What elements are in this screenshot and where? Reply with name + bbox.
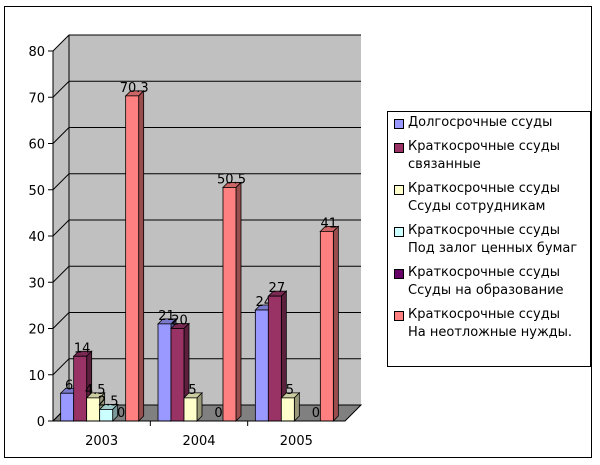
y-tick-label: 20 bbox=[28, 323, 45, 338]
data-label: 5 bbox=[286, 383, 294, 398]
legend-label: Краткосрочные ссуды связанные bbox=[408, 139, 560, 172]
bar-side bbox=[196, 391, 203, 422]
data-label: 27 bbox=[269, 281, 286, 296]
bar bbox=[319, 230, 334, 422]
plot-wall bbox=[53, 35, 361, 421]
bar bbox=[60, 392, 75, 422]
bar-side bbox=[293, 391, 300, 422]
x-tick-label: 2003 bbox=[85, 434, 118, 449]
legend-item: Краткосрочные ссуды Под залог ценных бум… bbox=[392, 222, 590, 258]
bar bbox=[183, 397, 198, 422]
legend-swatch bbox=[394, 185, 404, 195]
legend-swatch bbox=[394, 143, 404, 153]
bar-side bbox=[235, 181, 242, 422]
bar bbox=[222, 187, 237, 422]
data-label: 21 bbox=[158, 309, 175, 324]
legend-label: Краткосрочные ссуды Ссуды на образование bbox=[408, 265, 564, 298]
chart-legend: Долгосрочные ссуды Краткосрочные ссуды св… bbox=[387, 111, 591, 367]
data-label: 0 bbox=[312, 406, 320, 421]
y-tick-label: 10 bbox=[28, 369, 45, 384]
legend-item: Краткосрочные ссуды На неотложные нужды. bbox=[392, 306, 590, 342]
y-tick-label: 80 bbox=[28, 45, 45, 60]
y-tick-label: 50 bbox=[28, 184, 45, 199]
legend-swatch bbox=[394, 269, 404, 279]
y-tick-label: 30 bbox=[28, 276, 45, 291]
legend-item: Краткосрочные ссуды Ссуды сотрудникам bbox=[392, 180, 590, 216]
legend-swatch bbox=[394, 119, 404, 129]
y-tick-label: 0 bbox=[37, 415, 45, 430]
data-label: 70.3 bbox=[120, 81, 149, 96]
legend-label: Долгосрочные ссуды bbox=[408, 115, 553, 130]
y-tick-label: 60 bbox=[28, 138, 45, 153]
legend-item: Краткосрочные ссуды связанные bbox=[392, 138, 590, 174]
legend-item: Долгосрочные ссуды bbox=[392, 114, 590, 132]
data-label: 0 bbox=[117, 406, 125, 421]
legend-item: Краткосрочные ссуды Ссуды на образование bbox=[392, 264, 590, 300]
data-label: 14 bbox=[74, 341, 91, 356]
legend-label: Краткосрочные ссуды Ссуды сотрудникам bbox=[408, 181, 560, 214]
y-tick-label: 70 bbox=[28, 91, 45, 106]
legend-swatch bbox=[394, 227, 404, 237]
data-label: 0 bbox=[214, 406, 222, 421]
x-tick-label: 2005 bbox=[280, 434, 313, 449]
legend-swatch bbox=[394, 311, 404, 321]
bar-side bbox=[332, 225, 339, 422]
bar bbox=[254, 309, 269, 422]
bar bbox=[267, 295, 282, 422]
bar bbox=[125, 95, 140, 422]
bar bbox=[99, 409, 114, 422]
bar-side bbox=[138, 89, 145, 422]
data-label: 50.5 bbox=[217, 172, 246, 187]
data-label: 2.5 bbox=[98, 394, 119, 409]
bar bbox=[280, 397, 295, 422]
data-label: 20 bbox=[171, 314, 188, 329]
data-label: 6 bbox=[65, 378, 73, 393]
chart-frame: 0 10 20 30 40 50 60 70 80 6 14 4.5 2.5 0 70.3 2003 21 20 5… bbox=[4, 6, 592, 458]
legend-label: Краткосрочные ссуды На неотложные нужды. bbox=[408, 307, 573, 340]
data-label: 5 bbox=[188, 383, 196, 398]
x-tick-label: 2004 bbox=[182, 434, 215, 449]
bar bbox=[170, 328, 185, 422]
data-label: 41 bbox=[321, 216, 338, 231]
data-label: 4.5 bbox=[85, 383, 106, 398]
legend-label: Краткосрочные ссуды Под залог ценных бум… bbox=[408, 223, 578, 256]
bar-chart: 010203040506070806144.52.5070.3200321205… bbox=[28, 34, 363, 449]
bar bbox=[157, 323, 172, 422]
y-tick-label: 40 bbox=[28, 230, 45, 245]
